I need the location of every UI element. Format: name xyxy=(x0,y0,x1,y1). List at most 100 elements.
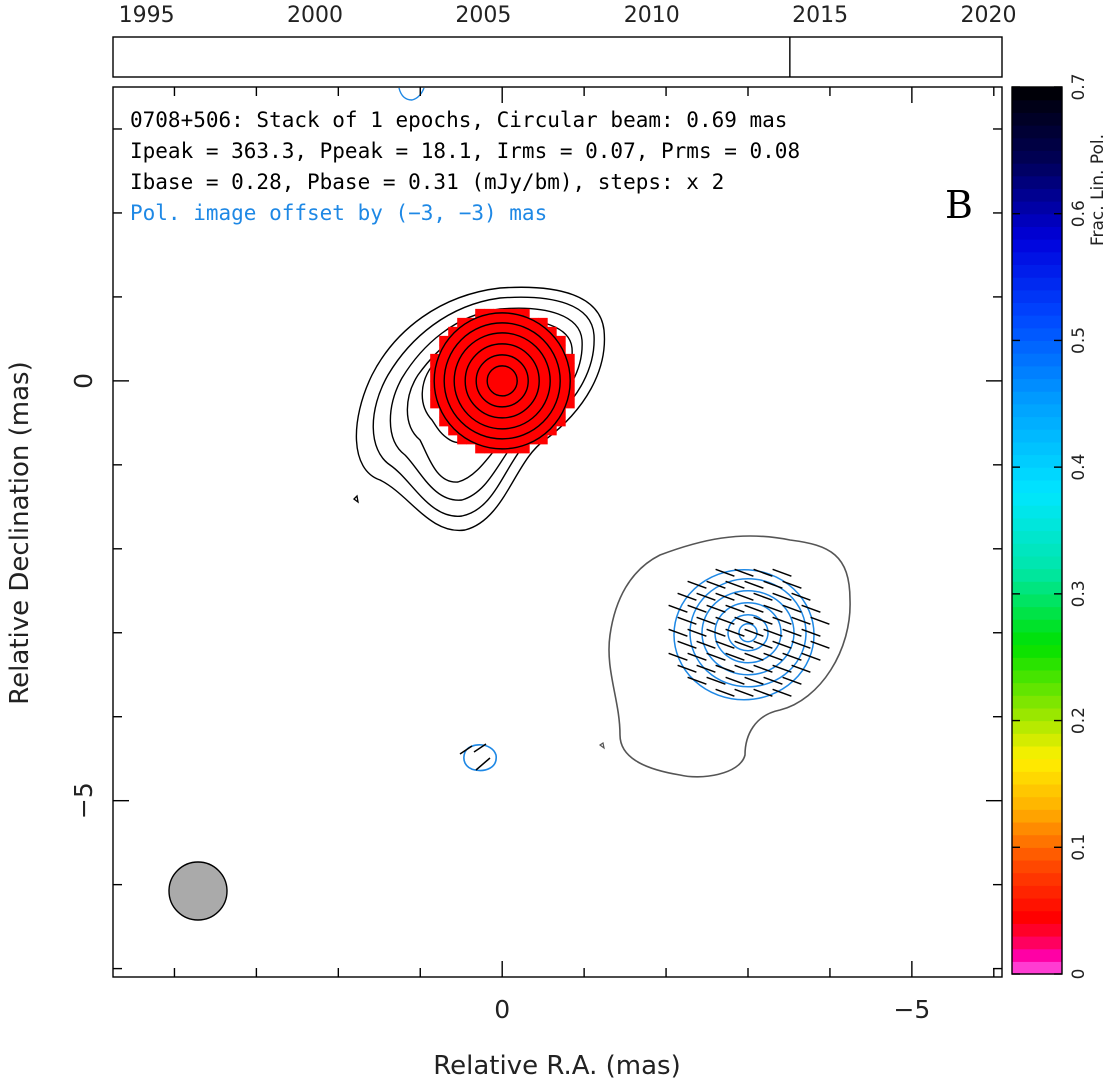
map-frame xyxy=(112,86,1003,978)
pol-pixel xyxy=(556,380,566,391)
pol-pixel xyxy=(448,335,458,346)
stokes-i-inner-contour xyxy=(475,354,529,408)
pol-pixel xyxy=(529,380,539,391)
evpa-tick xyxy=(772,592,792,601)
annotation-line-3: Ibase = 0.28, Pbase = 0.31 (mJy/bm), ste… xyxy=(130,170,724,194)
colorbar-band xyxy=(1012,226,1062,240)
evpa-tick xyxy=(687,628,707,637)
timeline-year-labels: 1995 2000 2005 2010 2015 2020 xyxy=(119,3,1017,28)
stokes-i-inner-contour xyxy=(486,365,518,397)
pol-pixel xyxy=(466,380,476,391)
colorbar-band xyxy=(1012,441,1062,456)
colorbar-band xyxy=(1012,821,1062,836)
pol-pixel xyxy=(448,416,458,427)
pol-pixel xyxy=(547,398,557,409)
timeline-year-label: 2000 xyxy=(287,3,343,28)
pol-pixel xyxy=(457,362,467,373)
colorbar-band xyxy=(1012,137,1062,151)
colorbar-band xyxy=(1012,745,1062,760)
evpa-tick xyxy=(734,592,754,601)
pol-pixel xyxy=(538,380,548,391)
pol-pixel xyxy=(484,335,494,346)
evpa-tick xyxy=(753,688,773,697)
pol-pixel xyxy=(493,425,503,436)
pol-pixel xyxy=(547,371,557,382)
pol-pixel xyxy=(556,362,566,373)
stokes-i-core-inner-contours xyxy=(433,312,571,450)
colorbar-band xyxy=(1012,429,1062,443)
pol-pixel xyxy=(538,326,548,337)
colorbar-band xyxy=(1012,239,1062,253)
colorbar-band xyxy=(1012,619,1062,633)
pol-pixel xyxy=(466,353,476,364)
pol-pixel xyxy=(457,371,467,382)
pol-pixel xyxy=(484,443,494,454)
stray-gray-contour xyxy=(598,742,605,750)
stray-i-contour xyxy=(353,494,359,504)
pol-pixel xyxy=(547,362,557,373)
evpa-tick xyxy=(801,652,821,661)
colorbar-band xyxy=(1012,213,1062,227)
evpa-tick xyxy=(696,640,716,649)
pol-pixel xyxy=(502,344,512,355)
colorbar-label: Frac. Lin. Pol. xyxy=(1088,134,1108,246)
colorbar-tick-label: 0.3 xyxy=(1069,580,1089,607)
evpa-tick xyxy=(744,604,764,613)
pol-pixel xyxy=(439,353,449,364)
pol-pixel xyxy=(457,389,467,400)
evpa-tick xyxy=(782,580,802,589)
x-tick-label: 0 xyxy=(494,995,510,1024)
stokes-i-contour xyxy=(372,296,595,517)
colorbar-band xyxy=(1012,150,1062,164)
colorbar-band xyxy=(1012,99,1062,113)
pol-pixel xyxy=(520,398,530,409)
pol-pixel xyxy=(520,443,530,454)
pol-pixel xyxy=(502,371,512,382)
colorbar-band xyxy=(1012,112,1062,126)
pol-pixel xyxy=(511,416,521,427)
pol-pixel xyxy=(493,434,503,445)
annotation-line-1: 0708+506: Stack of 1 epochs, Circular be… xyxy=(130,108,787,132)
pol-pixel xyxy=(511,389,521,400)
epoch-timeline: 1995 2000 2005 2010 2015 2020 xyxy=(112,3,1017,78)
colorbar-band xyxy=(1012,251,1062,265)
colorbar-band xyxy=(1012,555,1062,570)
pol-pixel xyxy=(502,416,512,427)
pol-pixel xyxy=(475,344,485,355)
pol-pixel xyxy=(493,353,503,364)
colorbar-band xyxy=(1012,809,1062,823)
colorbar-band xyxy=(1012,834,1062,848)
colorbar-band xyxy=(1012,530,1062,544)
pol-pixel xyxy=(430,353,440,364)
timeline-year-label: 2020 xyxy=(961,3,1017,28)
map-panel: 0 −5 0 −5 0708+506: Stack of 1 epochs, Circ… xyxy=(69,86,1003,1024)
colorbar-band xyxy=(1012,416,1062,430)
pol-pixel xyxy=(484,371,494,382)
pol-pixel xyxy=(457,425,467,436)
pol-pixel xyxy=(493,371,503,382)
pol-pixel xyxy=(457,353,467,364)
colorbar-band xyxy=(1012,289,1062,304)
pol-pixel xyxy=(529,434,539,445)
pol-pixel xyxy=(502,407,512,418)
pol-pixel xyxy=(520,335,530,346)
evpa-tick xyxy=(677,664,697,673)
colorbar-band xyxy=(1012,188,1062,202)
stokes-i-inner-contour xyxy=(453,332,551,430)
pol-pixel xyxy=(457,398,467,409)
pol-pixel xyxy=(457,317,467,328)
pol-pixel xyxy=(547,335,557,346)
pol-pixel xyxy=(520,344,530,355)
colorbar-tick-label: 0.2 xyxy=(1069,707,1089,734)
colorbar-band xyxy=(1012,872,1062,886)
colorbar-band xyxy=(1012,277,1062,291)
pol-pixel xyxy=(511,335,521,346)
core-fractional-pol-fill xyxy=(430,308,575,454)
pol-pixel xyxy=(466,344,476,355)
colorbar-band xyxy=(1012,492,1062,506)
timeline-year-label: 2010 xyxy=(624,3,680,28)
evpa-tick xyxy=(734,688,754,697)
evpa-tick xyxy=(791,664,811,673)
pol-pixel xyxy=(475,308,485,319)
pol-pixel xyxy=(565,362,575,373)
